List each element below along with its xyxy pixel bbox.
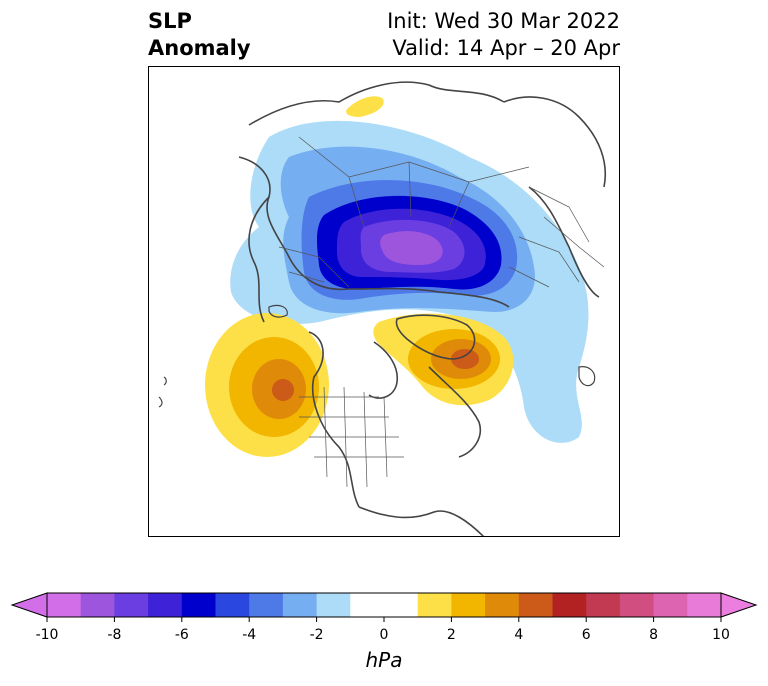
colorbar-tick-label: -10	[35, 627, 59, 643]
anomaly-map	[158, 81, 606, 536]
colorbar-tick-label: 10	[712, 627, 730, 643]
colorbar-segment	[316, 593, 351, 617]
colorbar-segment	[282, 593, 318, 617]
contour-neg-core	[380, 231, 443, 265]
contour-pos-5-pacific	[272, 379, 294, 401]
map-panel	[148, 66, 620, 537]
colorbar-segment	[687, 593, 722, 617]
colorbar-segment	[451, 593, 486, 617]
colorbar-tick-label: 4	[514, 627, 524, 643]
political-borders	[278, 136, 605, 488]
colorbar-tick-label: -6	[174, 627, 189, 643]
contour-pos-5-greenland	[451, 349, 479, 369]
map-title: SLP Anomaly	[148, 8, 251, 62]
colorbar-under-arrow	[10, 592, 48, 618]
colorbar-segment	[586, 593, 621, 617]
negative-anomaly-region	[230, 120, 589, 443]
colorbar-segment	[653, 593, 688, 617]
colorbar-unit-label: hPa	[365, 648, 403, 672]
colorbar-segment	[350, 593, 385, 617]
colorbar-tick-label: 0	[379, 627, 389, 643]
colorbar-segment	[384, 593, 419, 617]
colorbar-segment	[215, 593, 250, 617]
colorbar-graphic	[10, 592, 758, 622]
colorbar-segment	[552, 593, 587, 617]
colorbar-segment	[417, 593, 452, 617]
colorbar	[0, 585, 768, 625]
colorbar-tick-label: 8	[649, 627, 659, 643]
islands	[158, 304, 596, 408]
colorbar-segment	[114, 593, 149, 617]
date-info: Init: Wed 30 Mar 2022 Valid: 14 Apr – 20…	[387, 8, 620, 62]
coastlines	[238, 81, 606, 536]
title-line-2: Anomaly	[148, 36, 251, 60]
colorbar-tick-label: 2	[446, 627, 456, 643]
colorbar-segment	[485, 593, 520, 617]
colorbar-over-arrow	[720, 592, 758, 618]
colorbar-segment	[619, 593, 655, 617]
colorbar-segment	[148, 593, 183, 617]
colorbar-tick-label: -8	[107, 627, 122, 643]
colorbar-tick-label: -2	[309, 627, 324, 643]
init-date: Init: Wed 30 Mar 2022	[387, 9, 620, 33]
valid-range: Valid: 14 Apr – 20 Apr	[392, 36, 620, 60]
colorbar-segment	[518, 593, 553, 617]
colorbar-tick-label: -4	[242, 627, 257, 643]
colorbar-segment	[47, 593, 82, 617]
title-line-1: SLP	[148, 9, 192, 33]
contour-pos-2-europe	[346, 96, 384, 117]
colorbar-segment	[80, 593, 115, 617]
colorbar-segment	[249, 593, 284, 617]
colorbar-segment	[181, 593, 216, 617]
colorbar-tick-label: 6	[581, 627, 591, 643]
pacific-positive-region	[205, 313, 329, 457]
